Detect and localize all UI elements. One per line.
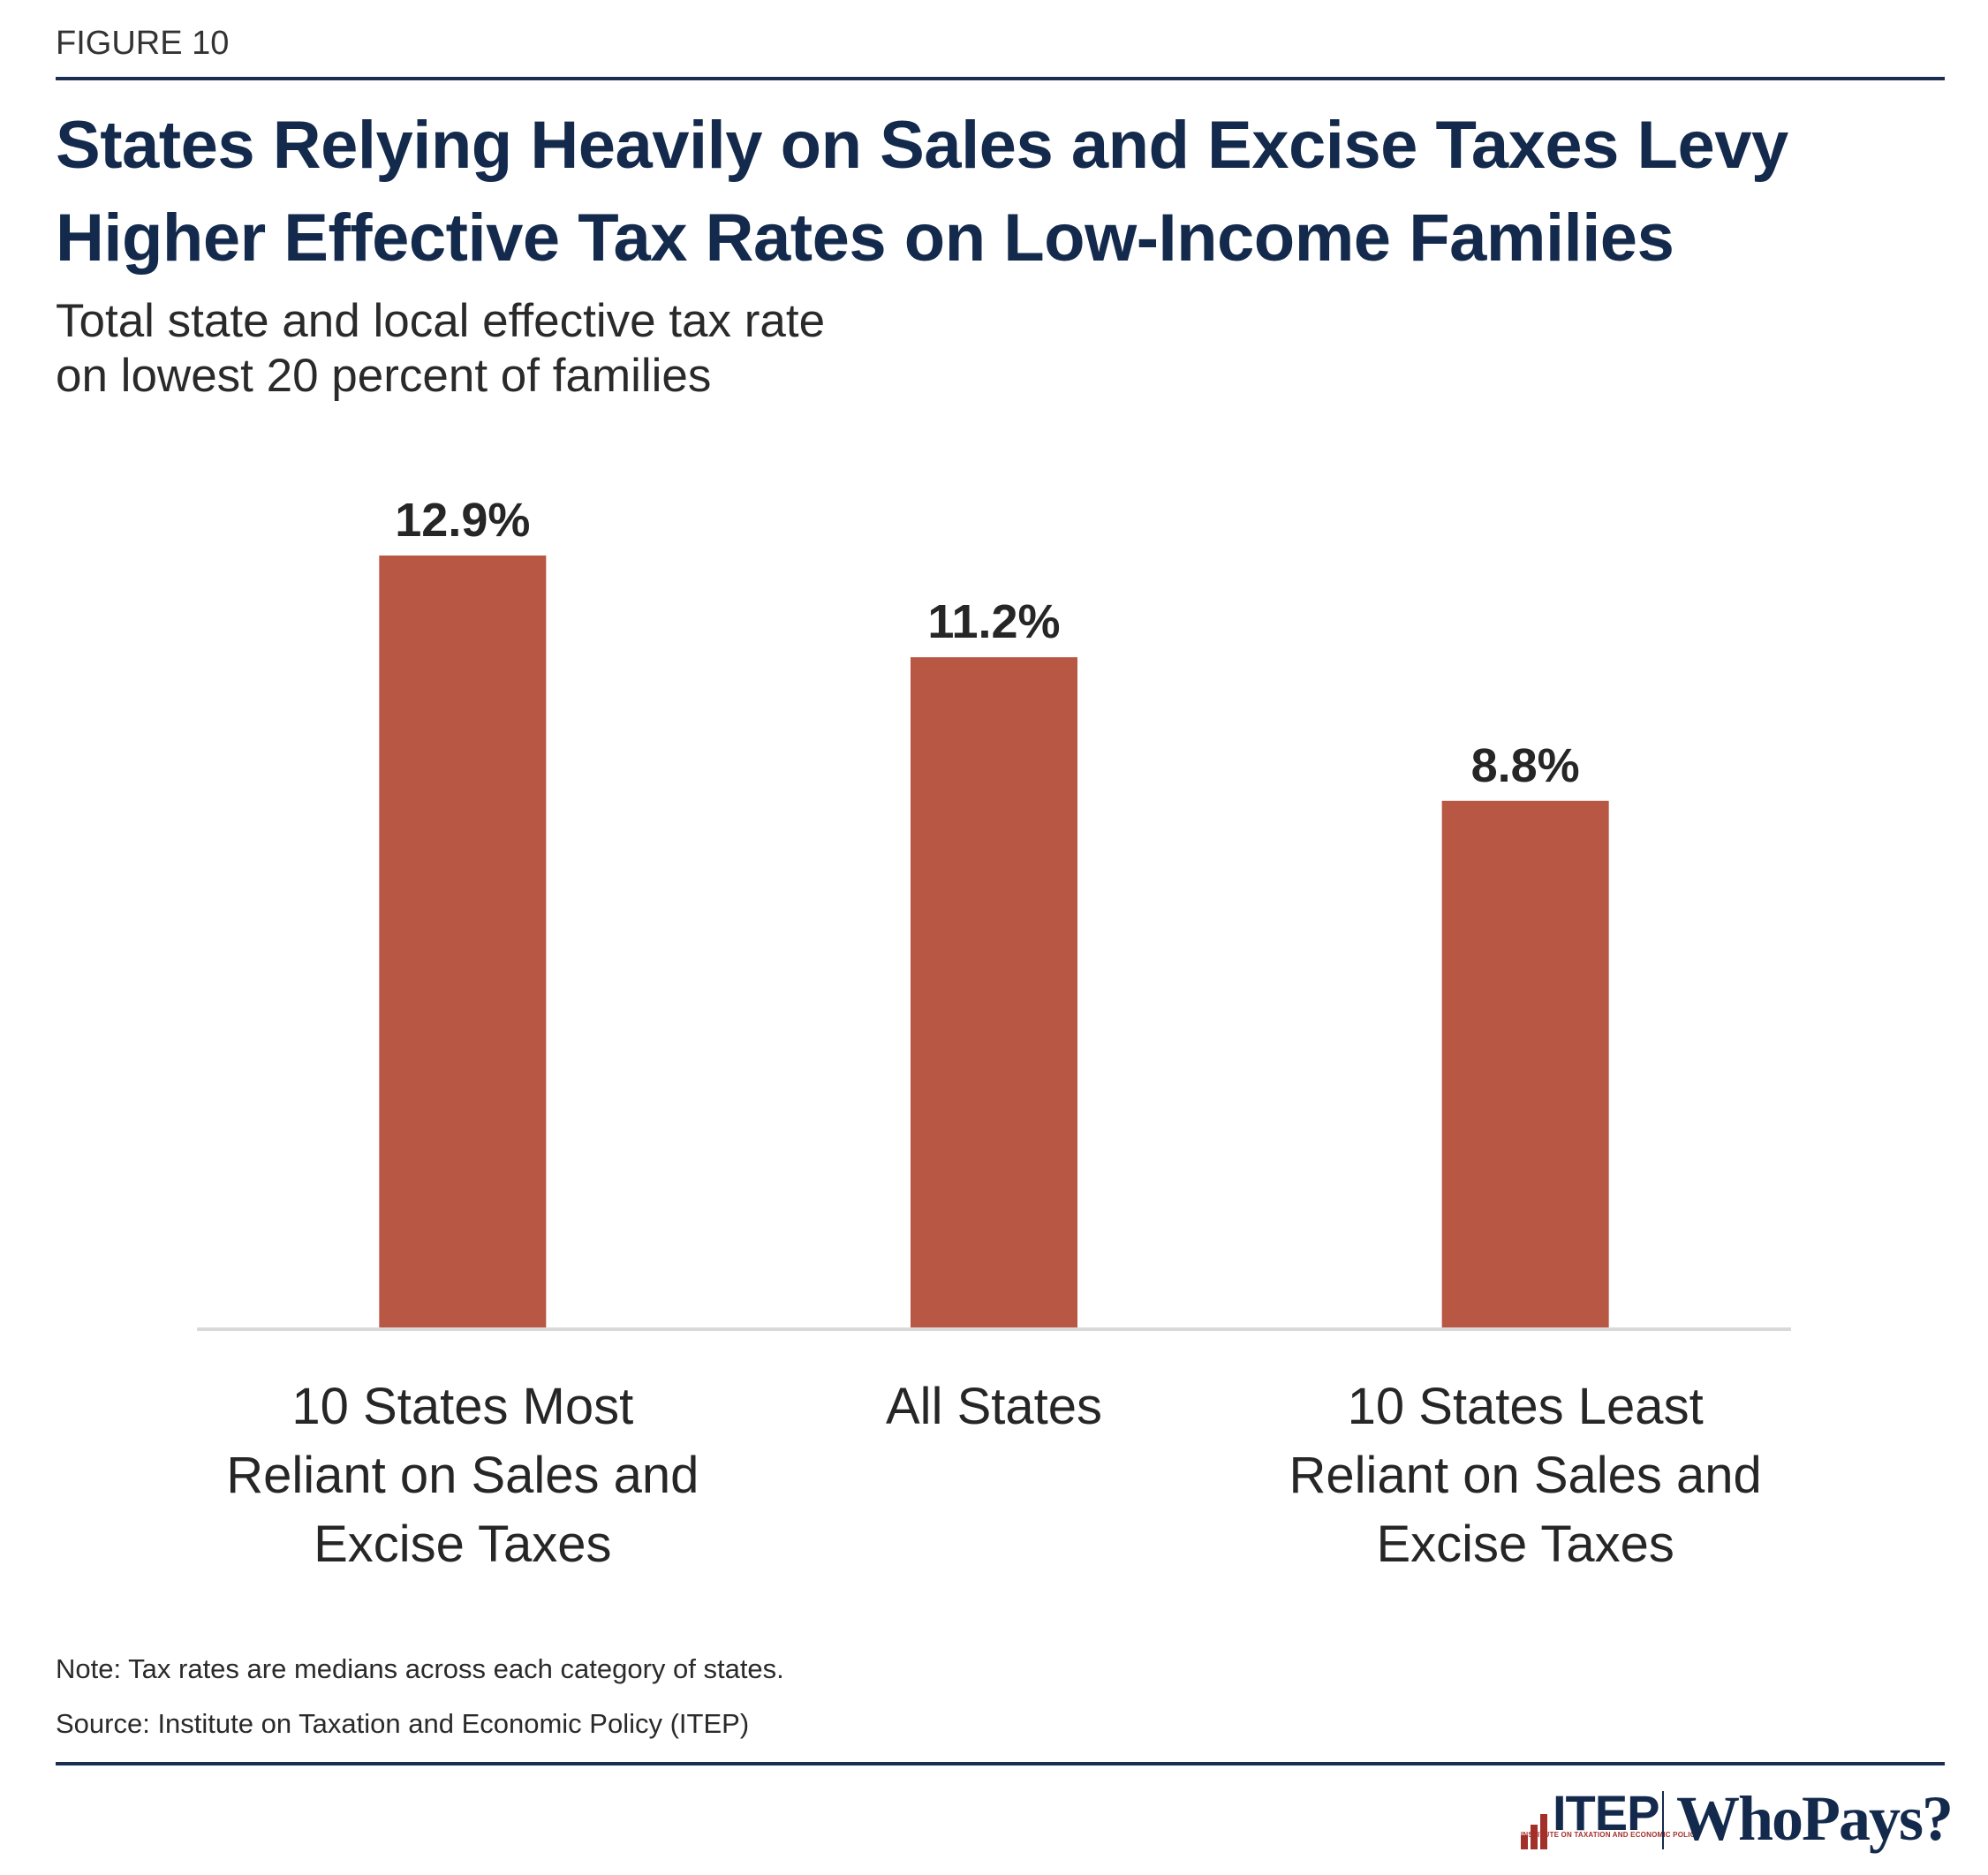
chart-title-line-1: States Relying Heavily on Sales and Exci… — [56, 108, 1788, 183]
category-label-line: Excise Taxes — [314, 1516, 611, 1573]
bars-group — [379, 556, 1609, 1327]
value-label-1: 12.9% — [395, 494, 530, 547]
value-labels-group: 12.9% 11.2% 8.8% — [395, 494, 1579, 792]
chart-title: States Relying Heavily on Sales and Exci… — [56, 99, 1963, 284]
top-divider — [56, 77, 1945, 80]
category-label-line: Reliant on Sales and — [226, 1447, 699, 1504]
category-label-line: All States — [886, 1378, 1102, 1435]
category-label-line: Reliant on Sales and — [1289, 1447, 1762, 1504]
bar-3 — [1441, 800, 1609, 1327]
chart-subtitle: Total state and local effective tax rate… — [56, 294, 825, 404]
category-label-3: 10 States Least Reliant on Sales and Excis… — [1289, 1378, 1762, 1573]
category-labels-group: 10 States Most Reliant on Sales and Excise… — [226, 1378, 1762, 1573]
bar-1 — [379, 556, 547, 1327]
itep-bar-icon-2 — [1531, 1825, 1538, 1849]
category-label-line: 10 States Most — [291, 1378, 633, 1435]
category-label-line: 10 States Least — [1348, 1378, 1704, 1435]
value-label-2: 11.2% — [927, 595, 1060, 648]
chart-source: Source: Institute on Taxation and Econom… — [56, 1708, 750, 1739]
bottom-divider — [56, 1762, 1945, 1765]
chart-subtitle-line-1: Total state and local effective tax rate — [56, 295, 826, 347]
category-label-1: 10 States Most Reliant on Sales and Excise… — [226, 1378, 699, 1573]
category-label-line: Excise Taxes — [1376, 1516, 1674, 1573]
chart-note: Note: Tax rates are medians across each … — [56, 1653, 784, 1684]
itep-wordmark: ITEP — [1553, 1785, 1659, 1841]
category-label-2: All States — [886, 1378, 1102, 1435]
itep-bar-icon-1 — [1521, 1835, 1528, 1849]
footer-logo: ITEP INSTITUTE ON TAXATION AND ECONOMIC … — [1521, 1783, 1954, 1854]
figure-label: FIGURE 10 — [56, 25, 230, 62]
itep-full-name: INSTITUTE ON TAXATION AND ECONOMIC POLIC… — [1521, 1831, 1701, 1839]
whopays-wordmark: WhoPays? — [1676, 1783, 1954, 1854]
chart-subtitle-line-2: on lowest 20 percent of families — [56, 350, 712, 402]
value-label-3: 8.8% — [1471, 739, 1580, 792]
itep-bars-icon — [1521, 1809, 1551, 1849]
logo-divider — [1662, 1791, 1664, 1849]
chart-title-line-2: Higher Effective Tax Rates on Low-Income… — [56, 200, 1674, 276]
itep-bar-icon-3 — [1540, 1814, 1547, 1849]
bar-2 — [911, 657, 1077, 1327]
